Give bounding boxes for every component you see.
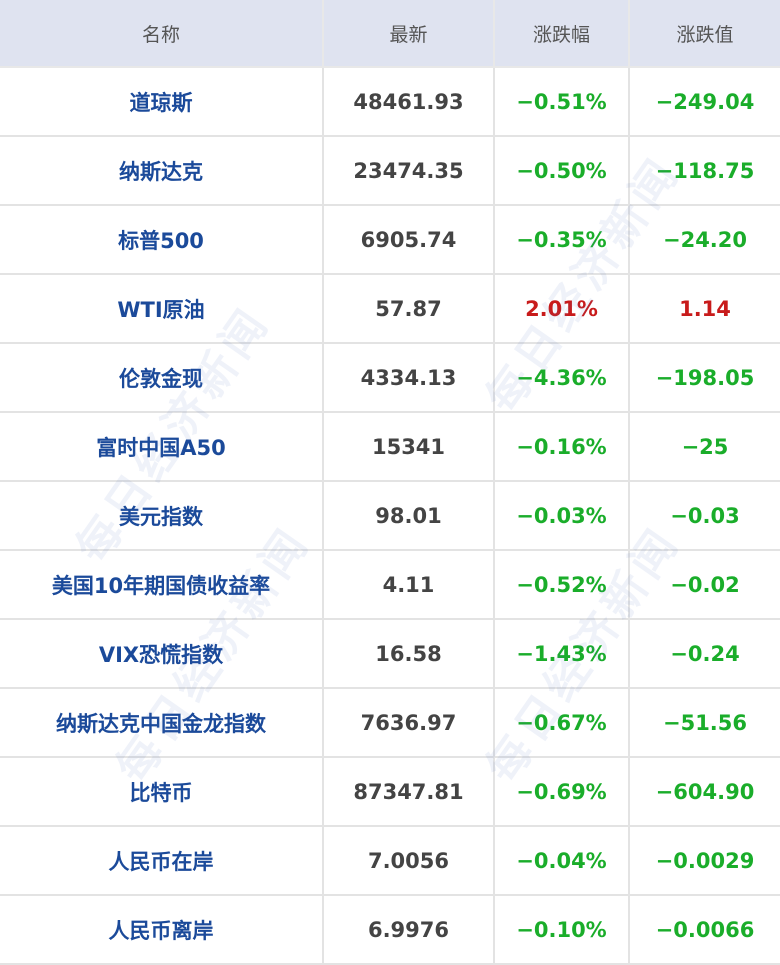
cell-last: 7.0056 [322, 825, 495, 896]
table-row: 人民币离岸 6.9976 −0.10% −0.0066 [0, 894, 780, 965]
header-row: 名称 最新 涨跌幅 涨跌值 [0, 0, 780, 68]
cell-change-pct: −0.51% [493, 66, 630, 137]
cell-last: 23474.35 [322, 135, 495, 206]
cell-change-pct: −0.35% [493, 204, 630, 275]
cell-change-pct: −0.16% [493, 411, 630, 482]
cell-change-value: −0.0066 [628, 894, 780, 965]
table-row: 标普500 6905.74 −0.35% −24.20 [0, 204, 780, 275]
cell-name: WTI原油 [0, 273, 324, 344]
cell-last: 15341 [322, 411, 495, 482]
cell-change-pct: −0.10% [493, 894, 630, 965]
cell-name: 美元指数 [0, 480, 324, 551]
header-name: 名称 [0, 0, 324, 68]
cell-change-pct: −0.67% [493, 687, 630, 758]
cell-change-value: −118.75 [628, 135, 780, 206]
cell-change-pct: −4.36% [493, 342, 630, 413]
cell-change-pct: −1.43% [493, 618, 630, 689]
cell-name: 美国10年期国债收益率 [0, 549, 324, 620]
cell-change-value: −25 [628, 411, 780, 482]
table-row: 伦敦金现 4334.13 −4.36% −198.05 [0, 342, 780, 413]
table-row: 道琼斯 48461.93 −0.51% −249.04 [0, 66, 780, 137]
cell-name: 比特币 [0, 756, 324, 827]
table-row: 纳斯达克中国金龙指数 7636.97 −0.67% −51.56 [0, 687, 780, 758]
cell-last: 57.87 [322, 273, 495, 344]
cell-change-value: −51.56 [628, 687, 780, 758]
cell-change-pct: −0.03% [493, 480, 630, 551]
cell-last: 6905.74 [322, 204, 495, 275]
table-row: 美元指数 98.01 −0.03% −0.03 [0, 480, 780, 551]
cell-last: 6.9976 [322, 894, 495, 965]
cell-name: 标普500 [0, 204, 324, 275]
cell-last: 48461.93 [322, 66, 495, 137]
table-row: VIX恐慌指数 16.58 −1.43% −0.24 [0, 618, 780, 689]
cell-change-value: −198.05 [628, 342, 780, 413]
cell-last: 87347.81 [322, 756, 495, 827]
table-row: 比特币 87347.81 −0.69% −604.90 [0, 756, 780, 827]
table-row: WTI原油 57.87 2.01% 1.14 [0, 273, 780, 344]
header-change-pct: 涨跌幅 [493, 0, 630, 68]
cell-change-pct: 2.01% [493, 273, 630, 344]
cell-last: 7636.97 [322, 687, 495, 758]
table-row: 人民币在岸 7.0056 −0.04% −0.0029 [0, 825, 780, 896]
cell-last: 4334.13 [322, 342, 495, 413]
cell-last: 98.01 [322, 480, 495, 551]
cell-name: 人民币离岸 [0, 894, 324, 965]
cell-last: 16.58 [322, 618, 495, 689]
header-change-value: 涨跌值 [628, 0, 780, 68]
cell-change-value: −0.0029 [628, 825, 780, 896]
cell-change-pct: −0.69% [493, 756, 630, 827]
cell-change-pct: −0.52% [493, 549, 630, 620]
cell-change-value: −249.04 [628, 66, 780, 137]
table-row: 富时中国A50 15341 −0.16% −25 [0, 411, 780, 482]
cell-name: 道琼斯 [0, 66, 324, 137]
cell-change-value: −0.02 [628, 549, 780, 620]
cell-change-pct: −0.50% [493, 135, 630, 206]
table-row: 美国10年期国债收益率 4.11 −0.52% −0.02 [0, 549, 780, 620]
cell-name: 伦敦金现 [0, 342, 324, 413]
cell-change-value: −24.20 [628, 204, 780, 275]
cell-change-value: −604.90 [628, 756, 780, 827]
cell-last: 4.11 [322, 549, 495, 620]
cell-change-pct: −0.04% [493, 825, 630, 896]
cell-name: 人民币在岸 [0, 825, 324, 896]
cell-name: 纳斯达克中国金龙指数 [0, 687, 324, 758]
cell-name: VIX恐慌指数 [0, 618, 324, 689]
cell-change-value: −0.03 [628, 480, 780, 551]
cell-name: 纳斯达克 [0, 135, 324, 206]
cell-change-value: −0.24 [628, 618, 780, 689]
table-row: 纳斯达克 23474.35 −0.50% −118.75 [0, 135, 780, 206]
cell-change-value: 1.14 [628, 273, 780, 344]
header-last: 最新 [322, 0, 495, 68]
cell-name: 富时中国A50 [0, 411, 324, 482]
